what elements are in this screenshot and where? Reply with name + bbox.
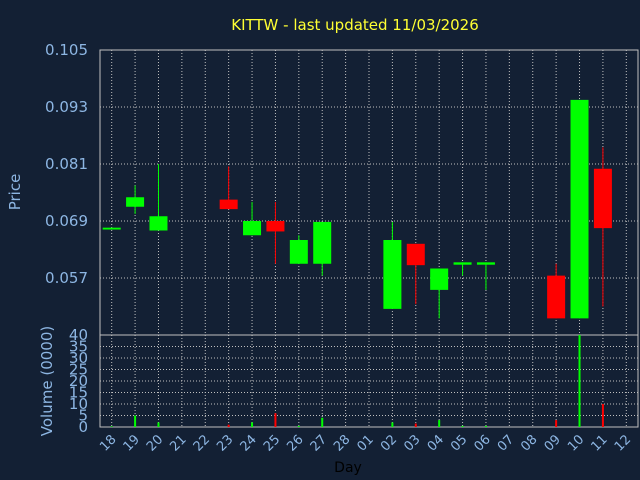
candle-body <box>219 199 238 210</box>
volume-bar-24 <box>251 422 254 427</box>
volume-bar-03 <box>414 423 417 427</box>
x-tick-label: 07 <box>495 432 517 454</box>
x-tick-label: 18 <box>97 432 119 454</box>
volume-bars <box>110 335 604 427</box>
volume-bar-25 <box>274 413 277 427</box>
price-y-tick-label: 0.105 <box>45 41 88 59</box>
x-tick-label: 26 <box>284 432 306 454</box>
candle-27 <box>313 221 332 276</box>
x-tick-label: 20 <box>144 432 166 454</box>
x-ticks: 18 19 20 21 22 23 24 25 26 27 28 01 02 03 04 05 06 07 08 09… <box>97 432 634 454</box>
price-y-tick-label: 0.069 <box>45 212 88 230</box>
candle-body <box>149 216 168 231</box>
price-y-tick-label: 0.093 <box>45 98 88 116</box>
candle-body <box>570 99 589 319</box>
x-tick-label: 11 <box>588 432 610 454</box>
x-tick-label: 25 <box>261 432 283 454</box>
x-tick-label: 19 <box>121 432 143 454</box>
x-tick-label: 06 <box>471 432 493 454</box>
x-tick-label: 23 <box>214 432 236 454</box>
candle-03 <box>406 243 425 305</box>
candle-10 <box>570 99 589 319</box>
volume-y-tick-label: 30 <box>69 349 88 367</box>
price-y-tick-label: 0.057 <box>45 269 88 287</box>
candle-04 <box>430 268 449 319</box>
volume-y-tick-label: 10 <box>69 395 88 413</box>
volume-bar-27 <box>321 417 324 427</box>
volume-bar-04 <box>438 420 441 427</box>
x-tick-label: 03 <box>401 432 423 454</box>
candle-body <box>313 221 332 264</box>
volume-bar-09 <box>555 420 558 427</box>
price-axis-label: Price <box>6 174 24 211</box>
candle-body <box>266 221 285 232</box>
x-tick-label: 27 <box>308 432 330 454</box>
candles <box>102 99 612 319</box>
x-tick-label: 04 <box>425 432 447 454</box>
x-tick-label: 10 <box>565 432 587 454</box>
candle-body <box>453 262 472 265</box>
volume-bar-11 <box>601 404 604 427</box>
volume-bar-19 <box>134 415 137 427</box>
candle-02 <box>383 221 402 309</box>
volume-bar-06 <box>484 425 487 427</box>
volume-bar-10 <box>578 335 581 427</box>
chart-title: KITTW - last updated 11/03/2026 <box>231 16 479 34</box>
x-tick-label: 01 <box>355 432 377 454</box>
volume-y-tick-label: 15 <box>69 384 88 402</box>
candle-body <box>406 243 425 266</box>
price-panel: 0.105 0.093 0.081 0.069 0.057 <box>45 41 639 336</box>
candle-19 <box>126 185 145 214</box>
candle-25 <box>266 202 285 264</box>
candle-body <box>476 262 495 265</box>
candle-body <box>547 275 566 319</box>
x-tick-label: 02 <box>378 432 400 454</box>
volume-bar-23 <box>227 424 230 427</box>
candle-20 <box>149 164 168 231</box>
volume-bar-26 <box>297 425 300 427</box>
volume-y-tick-label: 25 <box>69 361 88 379</box>
candle-06 <box>476 262 495 290</box>
volume-y-tick-label: 0 <box>78 418 88 436</box>
volume-y-tick-label: 5 <box>78 407 88 425</box>
x-axis-label: Day <box>334 460 362 476</box>
x-tick-label: 12 <box>612 432 634 454</box>
candle-23 <box>219 166 238 210</box>
volume-axis-label: Volume (0000) <box>38 326 56 436</box>
price-y-ticks: 0.105 0.093 0.081 0.069 0.057 <box>45 41 88 287</box>
x-tick-label: 08 <box>518 432 540 454</box>
volume-y-tick-label: 20 <box>69 372 88 390</box>
volume-bar-18 <box>110 426 113 427</box>
candle-body <box>383 240 402 309</box>
volume-y-tick-label: 35 <box>69 338 88 356</box>
candle-24 <box>243 202 262 236</box>
candle-11 <box>593 147 612 307</box>
volume-bar-02 <box>391 422 394 427</box>
candle-body <box>430 268 449 290</box>
candle-05 <box>453 262 472 276</box>
volume-bar-20 <box>157 422 160 427</box>
candle-body <box>126 197 145 207</box>
candle-09 <box>547 263 566 319</box>
candle-body <box>289 240 308 264</box>
x-tick-label: 24 <box>238 432 260 454</box>
candle-body <box>243 221 262 236</box>
x-tick-label: 22 <box>191 432 213 454</box>
x-tick-label: 28 <box>331 432 353 454</box>
candle-body <box>593 168 612 229</box>
candle-body <box>102 227 121 230</box>
x-tick-label: 05 <box>448 432 470 454</box>
candle-18 <box>102 227 121 230</box>
price-y-tick-label: 0.081 <box>45 155 88 173</box>
candle-26 <box>289 235 308 264</box>
volume-bar-05 <box>461 425 464 427</box>
x-tick-label: 21 <box>167 432 189 454</box>
x-tick-label: 09 <box>542 432 564 454</box>
volume-y-tick-label: 40 <box>69 326 88 344</box>
